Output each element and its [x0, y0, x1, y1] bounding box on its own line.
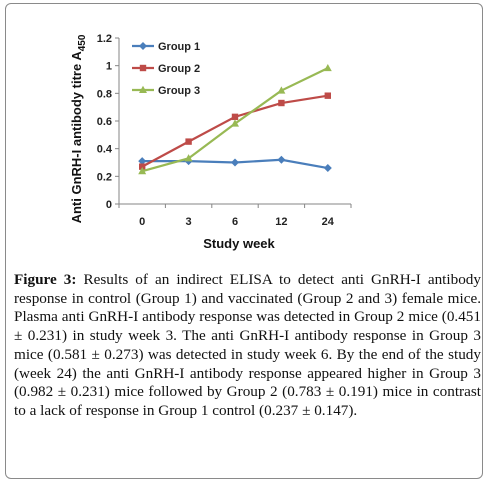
chart-legend: Group 1 Group 2 Group 3: [132, 41, 200, 97]
legend-label: Group 1: [158, 41, 200, 53]
x-tick-label: 12: [275, 216, 287, 228]
data-point: [138, 167, 147, 175]
series-3: [138, 63, 332, 175]
data-point: [139, 163, 146, 170]
data-point: [278, 99, 285, 107]
y-tick-label: 0.4: [97, 144, 113, 156]
x-axis-title: Study week: [203, 236, 275, 251]
legend-swatch-marker: [139, 64, 147, 72]
y-tick-label: 1: [106, 61, 112, 73]
data-point: [231, 119, 239, 127]
line-chart: 0 0.2 0.4 0.6 0.8 1 1.2 0 3 6 12 24 Group 1 Group 2…: [69, 33, 352, 251]
legend-swatch-marker: [139, 42, 147, 50]
y-tick-label: 0.6: [97, 116, 112, 128]
x-tick-label: 24: [322, 216, 335, 228]
figure-frame: 0 0.2 0.4 0.6 0.8 1 1.2 0 3 6 12 24 Group 1 Group 2…: [5, 3, 483, 479]
data-point: [324, 92, 331, 99]
y-tick-label: 0: [106, 199, 112, 211]
data-point: [184, 154, 193, 162]
data-point: [277, 86, 286, 94]
data-point: [231, 158, 239, 167]
y-tick-label: 1.2: [97, 33, 112, 45]
data-point: [138, 157, 147, 166]
x-tick-labels: 0 3 6 12 24: [118, 204, 352, 228]
figure-label: Figure 3:: [14, 271, 77, 288]
data-point: [323, 63, 332, 72]
series-line: [141, 94, 328, 168]
caption-text: Results of an indirect ELISA to detect a…: [14, 271, 481, 419]
x-tick-label: 0: [139, 216, 145, 228]
data-point: [323, 164, 332, 173]
series-2: [139, 92, 331, 170]
data-point: [185, 138, 192, 145]
series-lines: [138, 63, 332, 175]
y-tick-label: 0.8: [97, 88, 112, 100]
y-tick-label: 0.2: [97, 171, 112, 183]
legend-entry: Group 1: [132, 41, 200, 53]
legend-label: Group 2: [158, 63, 200, 75]
y-axis-title-main: Anti GnRH-I antibody titre A: [69, 51, 84, 224]
data-point: [231, 113, 239, 121]
y-axis-title-subscript: 450: [77, 34, 88, 51]
data-point: [277, 155, 286, 164]
y-axis-title: Anti GnRH-I antibody titre A450: [69, 34, 88, 223]
y-tick-labels: 0 0.2 0.4 0.6 0.8 1 1.2: [97, 33, 119, 211]
x-tick-label: 3: [186, 216, 192, 228]
legend-entry: Group 2: [132, 63, 200, 75]
figure-caption: Figure 3: Results of an indirect ELISA t…: [14, 271, 481, 421]
legend-label: Group 3: [158, 85, 200, 97]
x-tick-label: 6: [232, 216, 238, 228]
legend-entry: Group 3: [132, 85, 200, 97]
legend-swatch-marker: [139, 85, 147, 93]
